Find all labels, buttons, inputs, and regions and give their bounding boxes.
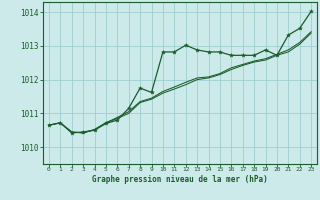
X-axis label: Graphe pression niveau de la mer (hPa): Graphe pression niveau de la mer (hPa) (92, 175, 268, 184)
